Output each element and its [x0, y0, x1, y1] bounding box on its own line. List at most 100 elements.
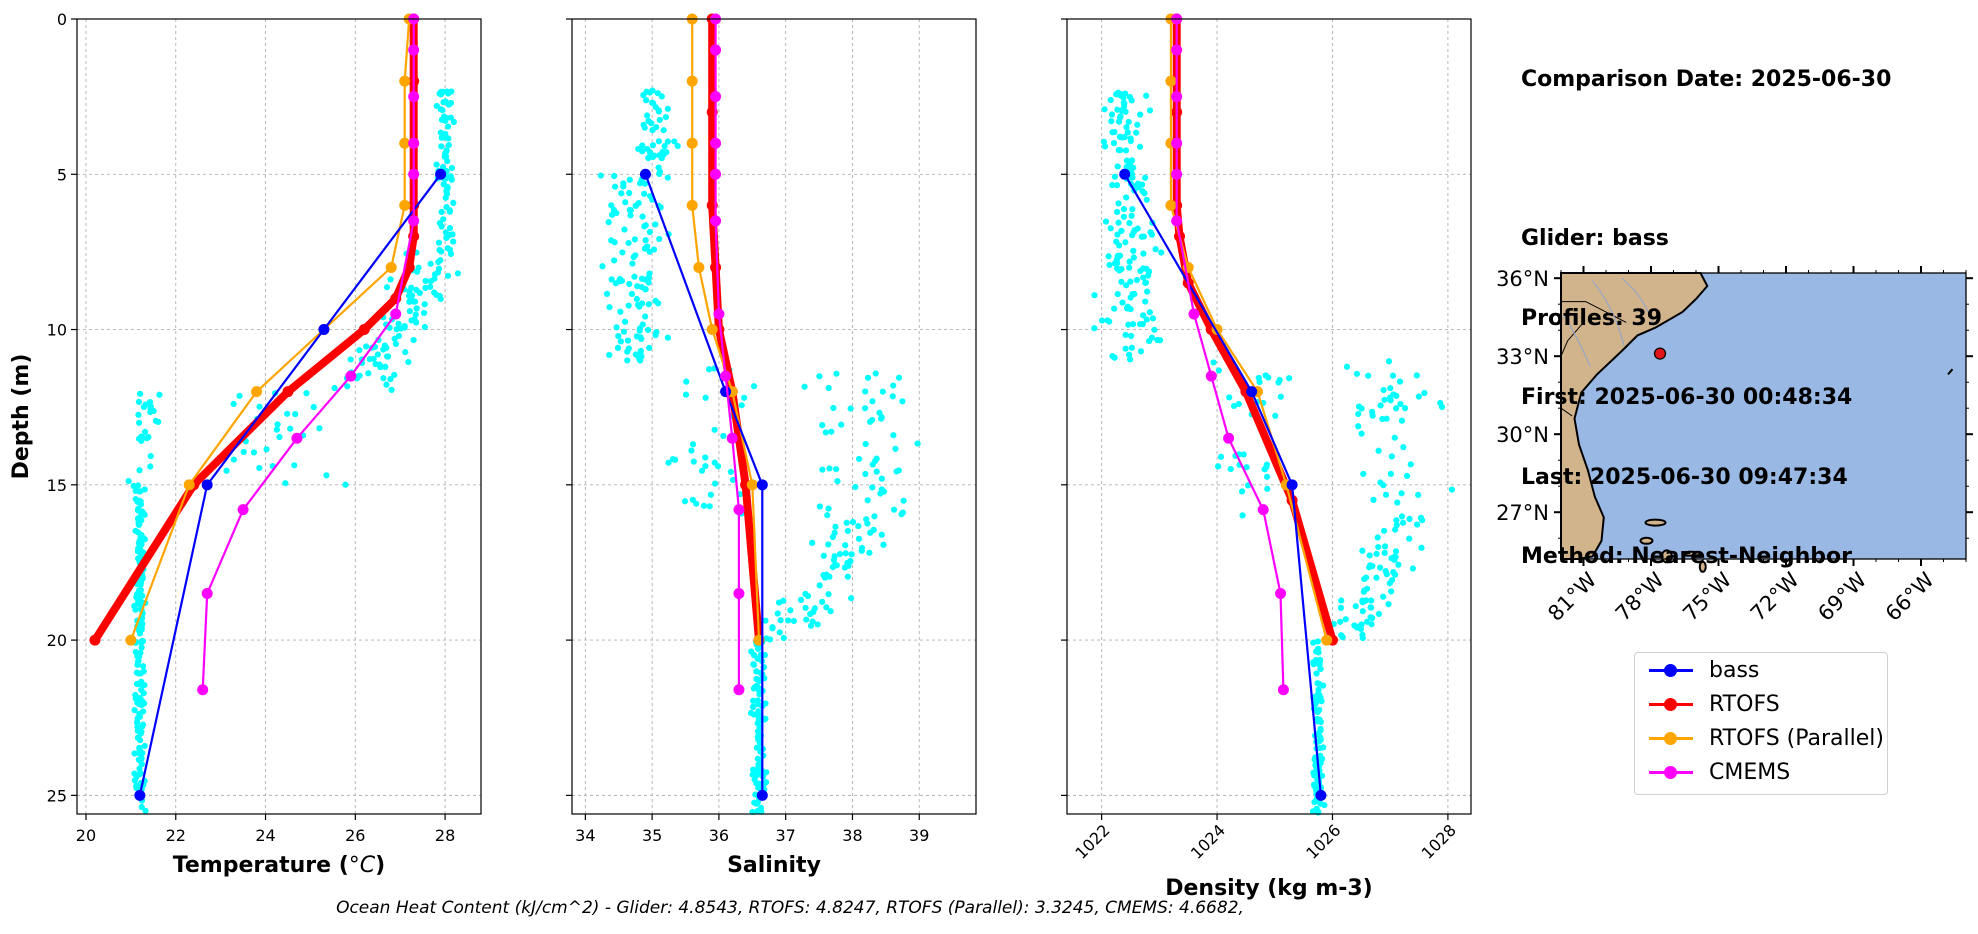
series-line-cmems: [714, 17, 741, 691]
raw-point: [387, 276, 394, 283]
raw-point: [1125, 321, 1132, 328]
series-bass: [1119, 168, 1327, 801]
raw-point: [762, 617, 769, 624]
raw-point: [1415, 393, 1422, 400]
series-point-rtofs: [403, 261, 415, 273]
raw-point: [825, 541, 832, 548]
raw-point: [769, 624, 776, 631]
raw-point: [131, 707, 138, 714]
raw-point: [862, 440, 869, 448]
series-point-rtofs-parallel: [686, 75, 698, 87]
raw-point: [1380, 593, 1387, 600]
raw-point: [1133, 276, 1140, 284]
raw-point: [873, 455, 880, 462]
raw-point: [866, 418, 874, 425]
raw-point: [1126, 161, 1134, 168]
raw-point: [152, 417, 160, 424]
raw-point: [1403, 472, 1411, 479]
raw-point: [869, 461, 876, 468]
raw-point: [639, 142, 646, 149]
raw-point: [1119, 299, 1126, 306]
series-point-cmems: [1188, 308, 1200, 320]
raw-point: [1143, 92, 1150, 99]
raw-point: [1091, 292, 1098, 299]
raw-point: [136, 419, 143, 426]
raw-point: [139, 663, 147, 670]
raw-point: [256, 464, 263, 472]
raw-point: [1407, 461, 1414, 468]
raw-point: [632, 202, 639, 209]
raw-point: [450, 118, 457, 126]
raw-point: [441, 134, 448, 141]
raw-point: [1312, 701, 1319, 708]
raw-point: [1101, 106, 1108, 113]
raw-point: [1397, 401, 1404, 408]
raw-point: [1146, 309, 1153, 316]
raw-point: [1118, 278, 1125, 285]
raw-point: [1375, 543, 1382, 551]
raw-point: [674, 142, 681, 150]
raw-point: [287, 425, 294, 432]
raw-point: [1380, 387, 1387, 394]
raw-point: [1137, 348, 1144, 355]
raw-point: [420, 309, 428, 317]
series-point-rtofs-parallel: [399, 199, 411, 211]
raw-point: [445, 141, 452, 149]
raw-point: [141, 486, 148, 493]
raw-point: [1353, 624, 1361, 631]
series-point-cmems: [1223, 432, 1235, 444]
raw-point: [141, 742, 148, 750]
raw-point: [1368, 621, 1375, 628]
bermuda: [1947, 368, 1954, 376]
raw-point: [729, 476, 737, 484]
series-point-rtofs-parallel: [746, 479, 758, 491]
raw-point: [833, 370, 840, 377]
raw-point: [797, 596, 805, 603]
raw-point: [652, 221, 659, 228]
density-panel: 1022 1024 1026 1028 Density (kg m-3): [1061, 13, 1472, 901]
series-point-cmems: [710, 215, 722, 227]
raw-point: [849, 518, 857, 526]
series-point-rtofs: [710, 261, 722, 273]
x-axis-label-unit: °C: [349, 853, 376, 878]
raw-point: [650, 100, 657, 107]
raw-point: [633, 295, 640, 303]
legend-item-rtofs: RTOFS: [1635, 690, 1887, 720]
raw-point: [651, 152, 658, 159]
raw-point: [688, 447, 695, 454]
raw-point: [780, 597, 787, 604]
raw-point: [641, 180, 649, 187]
raw-point: [383, 284, 391, 291]
raw-point: [442, 153, 450, 160]
raw-point: [274, 421, 281, 428]
raw-point: [1375, 610, 1383, 618]
raw-point: [433, 161, 440, 168]
raw-point: [440, 113, 448, 120]
raw-point: [1227, 465, 1234, 473]
raw-point: [819, 422, 826, 429]
raw-point: [356, 347, 363, 354]
raw-point: [1392, 548, 1400, 555]
series-point-bass: [1246, 386, 1258, 398]
raw-point: [435, 265, 443, 272]
raw-point: [139, 721, 147, 728]
x-tick-label: 34: [575, 826, 595, 845]
raw-point: [1215, 367, 1222, 374]
x-tick-label: 22: [166, 826, 186, 845]
raw-point: [1382, 491, 1390, 498]
lat-tick-label: 27°N: [1496, 501, 1549, 525]
legend-marker-bass: [1664, 664, 1677, 677]
raw-point: [711, 459, 718, 466]
raw-point: [852, 483, 859, 491]
x-tick-label: 38: [842, 826, 862, 845]
raw-point: [892, 445, 899, 452]
raw-point: [830, 404, 837, 412]
raw-point: [642, 237, 649, 244]
raw-point: [344, 383, 351, 390]
raw-point: [1127, 294, 1134, 301]
state-border: [1560, 407, 1573, 417]
raw-point: [828, 428, 835, 435]
raw-point: [1342, 616, 1349, 623]
raw-point: [656, 116, 663, 124]
raw-point: [1134, 225, 1141, 232]
